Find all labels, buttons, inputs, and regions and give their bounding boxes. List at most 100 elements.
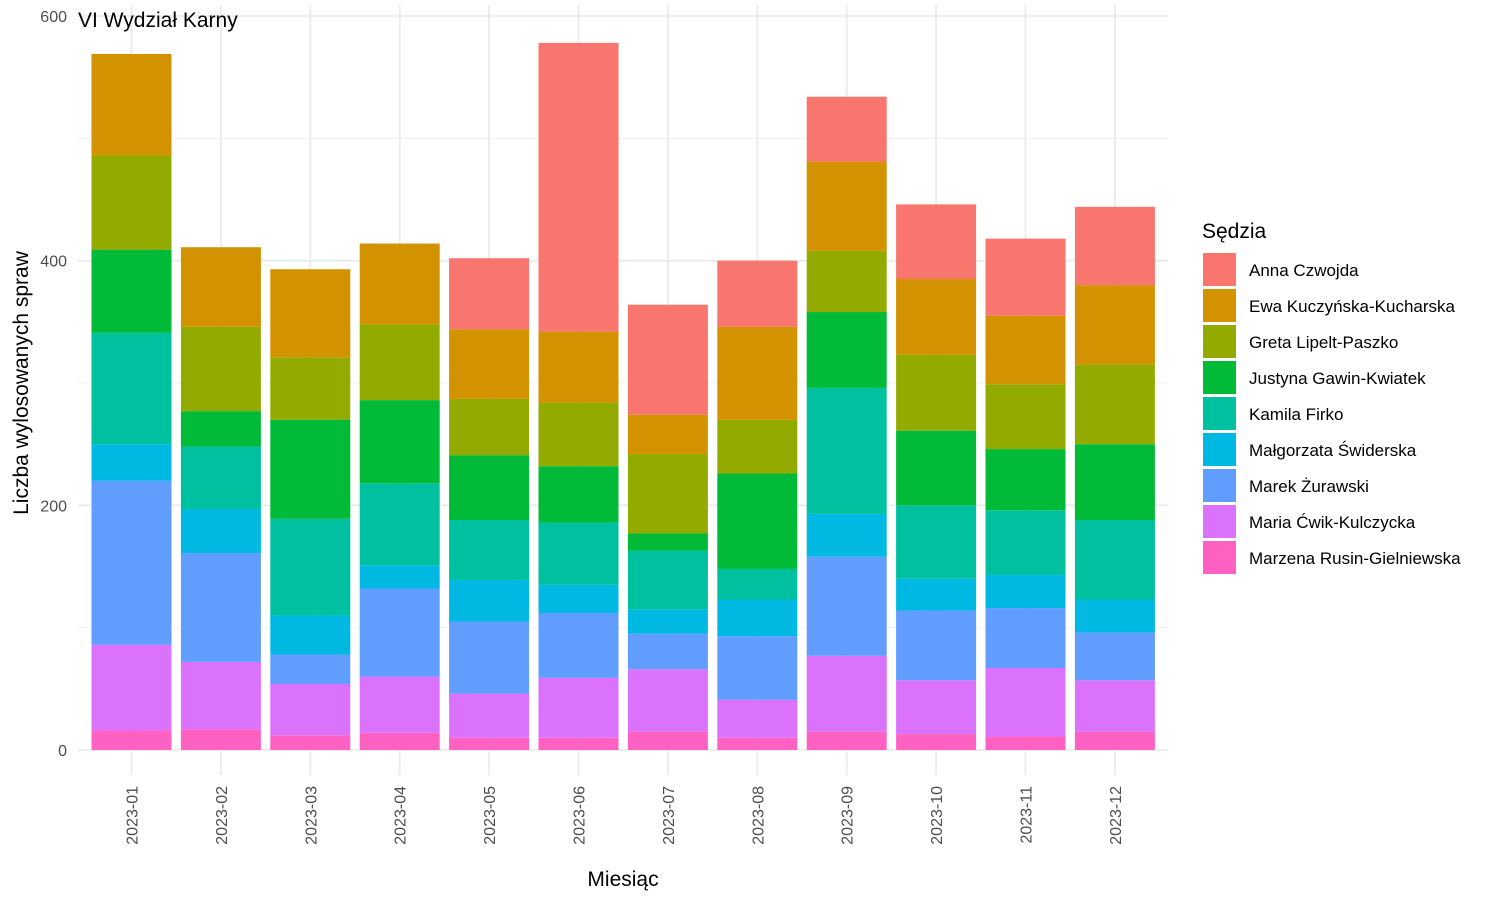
bar-segment [627, 453, 708, 534]
y-axis-ticks: 0 200 400 600 [40, 9, 67, 760]
bar-segment [627, 633, 708, 670]
x-tick-label: 2023-05 [482, 786, 499, 845]
bar-segment [627, 304, 708, 415]
bar-segment [717, 636, 798, 700]
bar-segment [896, 505, 977, 579]
y-tick-label: 400 [40, 254, 67, 271]
bar-segment [806, 250, 887, 313]
bar-segment [717, 699, 798, 738]
bar-segment [270, 615, 351, 655]
bar-segment [806, 312, 887, 388]
bar-segment [270, 735, 351, 750]
bar-segment [270, 683, 351, 736]
bar-segment [806, 96, 887, 162]
bar-segment [180, 661, 261, 730]
bar-segment [538, 737, 619, 750]
y-tick-label: 0 [58, 743, 67, 760]
bar-segment [1074, 599, 1155, 633]
legend-key [1203, 469, 1236, 502]
bar-segment [896, 680, 977, 735]
bar-segment [449, 693, 530, 738]
bar-segment [627, 669, 708, 732]
bar-segment [449, 455, 530, 521]
bar-segment [91, 480, 172, 645]
x-tick-label: 2023-06 [572, 786, 589, 845]
bar-segment [449, 737, 530, 750]
legend-label: Marzena Rusin-Gielniewska [1249, 549, 1461, 568]
bar-segment [91, 155, 172, 250]
bar-segment [1074, 632, 1155, 681]
bar-segment [985, 238, 1066, 316]
legend-label: Justyna Gawin-Kwiatek [1249, 369, 1426, 388]
bar-segment [180, 326, 261, 412]
bar-segment [717, 326, 798, 420]
bar-segment [538, 42, 619, 332]
x-tick-label: 2023-03 [303, 786, 320, 845]
legend-key [1203, 325, 1236, 358]
bar-segment [359, 243, 440, 325]
bar-segment [627, 533, 708, 551]
x-tick-label: 2023-02 [214, 786, 231, 845]
legend-title: Sędzia [1202, 220, 1267, 243]
x-tick-label: 2023-08 [750, 786, 767, 845]
bar-segment [717, 473, 798, 569]
legend-key [1203, 253, 1236, 286]
bar-segment [180, 411, 261, 447]
bar-segment [627, 550, 708, 610]
legend-label: Greta Lipelt-Paszko [1249, 333, 1398, 352]
legend-label: Kamila Firko [1249, 405, 1343, 424]
bar-segment [1074, 285, 1155, 365]
y-tick-label: 200 [40, 498, 67, 515]
bar-segment [717, 737, 798, 750]
bar-segment [359, 483, 440, 566]
bar-segment [1074, 206, 1155, 286]
bar-segment [359, 324, 440, 401]
legend-key [1203, 289, 1236, 322]
bar-segment [91, 249, 172, 333]
x-tick-label: 2023-07 [661, 786, 678, 845]
bar-segment [1074, 680, 1155, 732]
bar-segment [91, 332, 172, 445]
bar-segment [449, 258, 530, 330]
bar-segment [538, 522, 619, 585]
bar-segment [538, 612, 619, 678]
bar-segment [359, 400, 440, 484]
bar-segment [806, 387, 887, 514]
x-axis-title: Miesiąc [587, 868, 658, 891]
bar-segment [806, 161, 887, 251]
x-tick-label: 2023-01 [125, 786, 142, 845]
bar-segment [627, 609, 708, 634]
chart-title: VI Wydział Karny [78, 9, 238, 32]
x-axis-ticks: 2023-01 2023-02 2023-03 2023-04 2023-05 2023-… [125, 786, 1125, 845]
bar-segment [896, 430, 977, 506]
bar-segment [1074, 364, 1155, 445]
bar-segment [1074, 731, 1155, 750]
bar-segment [985, 736, 1066, 750]
legend-label: Marek Żurawski [1249, 477, 1369, 496]
bar-segment [1074, 520, 1155, 600]
legend-key [1203, 361, 1236, 394]
bar-segment [538, 584, 619, 613]
bar-segment [1074, 444, 1155, 521]
bar-segment [985, 668, 1066, 737]
legend-key [1203, 397, 1236, 430]
bar-segment [270, 654, 351, 684]
bar-segment [717, 599, 798, 637]
bar-segment [985, 384, 1066, 450]
bar-segment [985, 608, 1066, 669]
bar-segment [896, 734, 977, 750]
bar-segment [538, 331, 619, 403]
bar-segment [806, 556, 887, 656]
bar-segment [180, 553, 261, 662]
bar-segment [359, 565, 440, 589]
bar-segment [91, 444, 172, 481]
bar-segment [985, 315, 1066, 385]
bar-segment [896, 578, 977, 611]
x-tick-label: 2023-09 [840, 786, 857, 845]
bar-segment [717, 260, 798, 327]
bar-segment [717, 419, 798, 474]
bar-segment [717, 568, 798, 600]
bar-segment [359, 732, 440, 750]
